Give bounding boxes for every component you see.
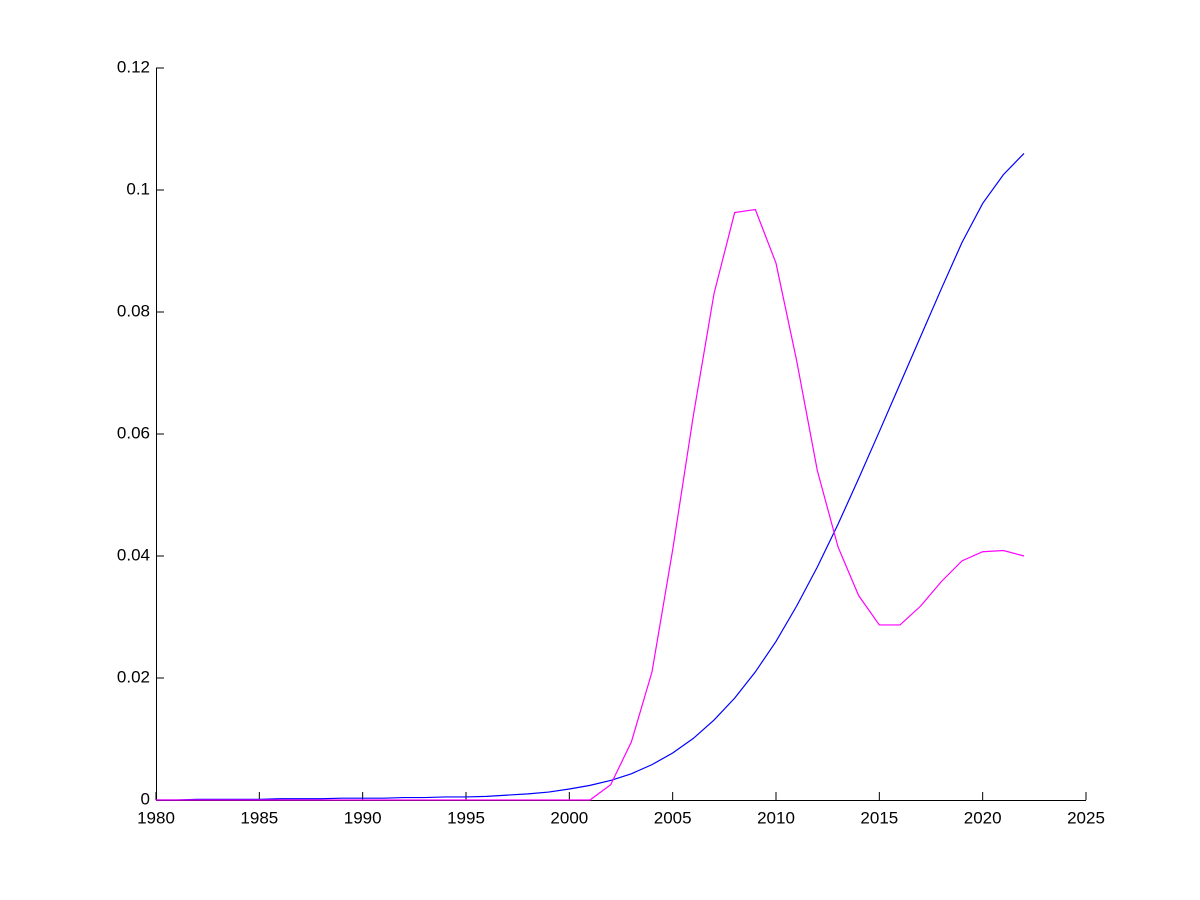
series-line <box>156 208 1025 801</box>
y-tick-label: 0.12 <box>117 57 150 76</box>
series-line <box>156 152 1025 801</box>
x-tick-label: 1995 <box>447 808 485 827</box>
x-tick-label: 1990 <box>344 808 382 827</box>
x-tick-label: 2005 <box>654 808 692 827</box>
y-tick-label: 0.02 <box>117 667 150 686</box>
y-tick-label: 0 <box>141 789 150 808</box>
y-tick-label: 0.08 <box>117 301 150 320</box>
x-tick-label: 1980 <box>137 808 175 827</box>
x-tick-label: 2000 <box>550 808 588 827</box>
x-tick-label: 2025 <box>1067 808 1105 827</box>
x-tick-label: 1985 <box>240 808 278 827</box>
y-tick-label: 0.06 <box>117 423 150 442</box>
x-tick-label: 2020 <box>964 808 1002 827</box>
x-tick-label: 2015 <box>860 808 898 827</box>
y-tick-label: 0.04 <box>117 545 150 564</box>
y-tick-label: 0.1 <box>126 179 150 198</box>
x-tick-label: 2010 <box>757 808 795 827</box>
